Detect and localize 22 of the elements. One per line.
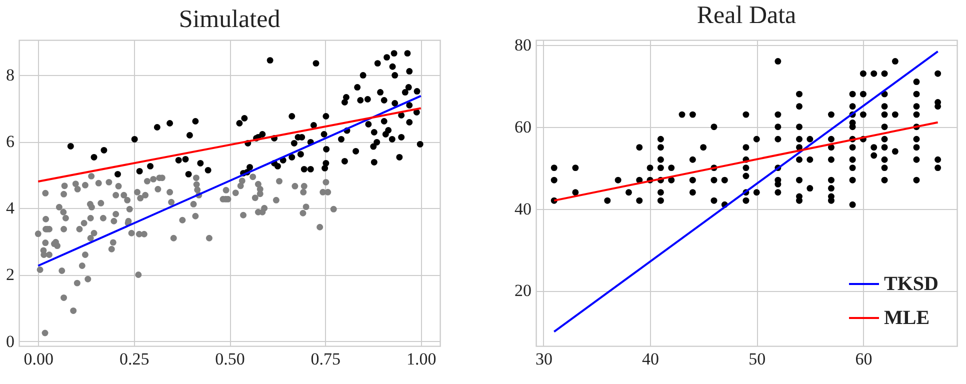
- x-tick-label: 40: [642, 350, 660, 368]
- y-tick-label: 2: [6, 265, 14, 284]
- y-tick-label: 40: [514, 199, 532, 218]
- x-tick-label: 0.75: [310, 350, 341, 368]
- x-tick-label: 30: [535, 350, 552, 368]
- chart-title: Simulated: [178, 6, 281, 33]
- y-tick-label: 20: [514, 281, 532, 300]
- y-tick-label: 60: [514, 117, 532, 136]
- y-tick-label: 4: [6, 198, 15, 218]
- x-tick-label: 0.50: [215, 350, 245, 368]
- x-tick-label: 0.00: [24, 350, 54, 368]
- x-tick-label: 60: [855, 350, 872, 368]
- y-tick-label: 6: [6, 132, 14, 152]
- y-tick-label: 8: [6, 65, 14, 84]
- x-tick-label: 1.00: [406, 350, 436, 368]
- x-tick-label: 50: [748, 350, 766, 368]
- y-tick-label: 0: [6, 332, 14, 351]
- y-tick-label: 80: [514, 35, 532, 54]
- chart-title: Real Data: [696, 2, 796, 29]
- legend-label: TKSD: [884, 273, 938, 295]
- legend-label: MLE: [884, 307, 930, 329]
- x-tick-label: 0.25: [119, 350, 150, 368]
